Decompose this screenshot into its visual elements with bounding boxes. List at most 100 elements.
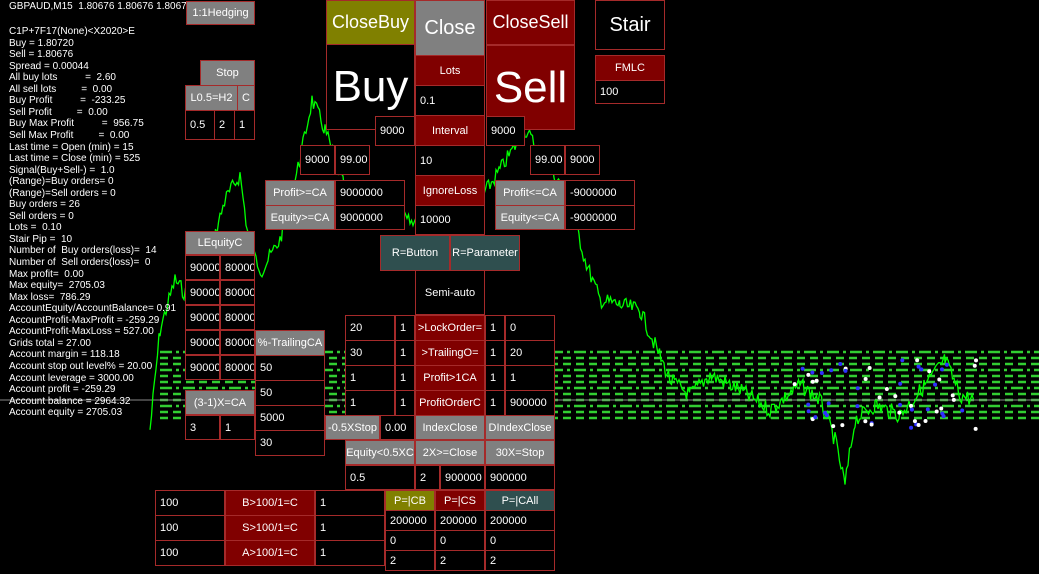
mid-row-input[interactable]: 20 <box>345 315 395 341</box>
lequity-input[interactable]: 90000 <box>185 330 220 355</box>
x31-input[interactable]: 3 <box>185 415 220 440</box>
buy-step-input[interactable]: 99.00 <box>335 145 370 175</box>
sell-step-input[interactable]: 9000 <box>565 145 600 175</box>
l-input[interactable]: 0.5 <box>185 110 215 140</box>
close-sell-button[interactable]: CloseSell <box>486 0 575 45</box>
mid-row-input[interactable]: 1 <box>395 340 415 366</box>
mid-row-button[interactable]: ProfitOrderC <box>415 390 485 416</box>
trailing-button[interactable]: %-TrailingCA <box>255 330 325 356</box>
x31-input[interactable]: 1 <box>220 415 255 440</box>
semi-auto-button[interactable]: Semi-auto <box>415 270 485 315</box>
l05h2-button[interactable]: L0.5=H2 <box>185 85 238 111</box>
x2-close-button[interactable]: 2X>=Close <box>415 440 485 465</box>
mid-row-button[interactable]: >TrailingO= <box>415 340 485 366</box>
equity-ge-input[interactable]: 9000000 <box>335 205 405 230</box>
p-header-button[interactable]: P=|CS <box>435 490 485 511</box>
profit-ge-input[interactable]: 9000000 <box>335 180 405 206</box>
lequity-input[interactable]: 90000 <box>185 255 220 280</box>
p-input[interactable]: 2 <box>435 550 485 571</box>
trailing-input[interactable]: 50 <box>255 355 325 381</box>
p-input[interactable]: 200000 <box>485 510 555 531</box>
hedging-button[interactable]: 1:1Hedging <box>186 1 255 25</box>
l-input[interactable]: 2 <box>214 110 235 140</box>
p-input[interactable]: 2 <box>485 550 555 571</box>
p-input[interactable]: 2 <box>385 550 435 571</box>
sell-button[interactable]: Sell <box>486 45 575 130</box>
fmlc-input[interactable]: 100 <box>595 80 665 104</box>
lequity-input[interactable]: 90000 <box>185 355 220 380</box>
param-input[interactable]: 900000 <box>440 465 485 490</box>
lequity-input[interactable]: 90000 <box>185 305 220 330</box>
trailing-input[interactable]: 30 <box>255 430 325 456</box>
ignore-loss-button[interactable]: IgnoreLoss <box>415 175 485 206</box>
close-rule-input[interactable]: 100 <box>155 540 225 566</box>
half-stop-input[interactable]: 0.00 <box>380 415 415 440</box>
close-rule-button[interactable]: S>100/1=C <box>225 515 315 541</box>
buy-interval-input[interactable]: 9000 <box>375 116 415 146</box>
profit-ge-button[interactable]: Profit>=CA <box>265 180 335 206</box>
mid-row-input[interactable]: 900000 <box>505 390 555 416</box>
mid-row-input[interactable]: 0 <box>505 315 555 341</box>
ignore-loss-input[interactable]: 10000 <box>415 205 485 235</box>
lequity-input[interactable]: 90000 <box>185 280 220 305</box>
lequity-input[interactable]: 80000 <box>220 255 255 280</box>
close-rule-input[interactable]: 100 <box>155 490 225 516</box>
r-parameter-button[interactable]: R=Parameter <box>450 235 520 271</box>
equity-ge-button[interactable]: Equity>=CA <box>265 205 335 230</box>
p-input[interactable]: 0 <box>485 530 555 551</box>
close-rule-input[interactable]: 1 <box>315 540 385 566</box>
p-input[interactable]: 200000 <box>435 510 485 531</box>
mid-row-button[interactable]: >LockOrder= <box>415 315 485 341</box>
close-rule-input[interactable]: 1 <box>315 490 385 516</box>
lequity-input[interactable]: 80000 <box>220 355 255 380</box>
sell-interval-input[interactable]: 9000 <box>486 116 525 146</box>
close-rule-button[interactable]: B>100/1=C <box>225 490 315 516</box>
r-button-button[interactable]: R=Button <box>380 235 450 271</box>
fmlc-button[interactable]: FMLC <box>595 55 665 81</box>
param-input[interactable]: 2 <box>415 465 440 490</box>
lequity-input[interactable]: 80000 <box>220 280 255 305</box>
lequity-button[interactable]: LEquityC <box>185 231 255 255</box>
mid-row-input[interactable]: 20 <box>505 340 555 366</box>
lequity-input[interactable]: 80000 <box>220 305 255 330</box>
profit-le-button[interactable]: Profit<=CA <box>495 180 565 206</box>
mid-row-input[interactable]: 30 <box>345 340 395 366</box>
half-stop-button[interactable]: -0.5XStop <box>325 415 380 440</box>
p-input[interactable]: 0 <box>435 530 485 551</box>
interval-input[interactable]: 10 <box>415 145 485 176</box>
mid-row-input[interactable]: 1 <box>395 365 415 391</box>
mid-row-input[interactable]: 1 <box>485 390 505 416</box>
equity-le-button[interactable]: Equity<=CA <box>495 205 565 230</box>
mid-row-input[interactable]: 1 <box>485 340 505 366</box>
stop-button[interactable]: Stop <box>200 60 255 86</box>
mid-row-input[interactable]: 1 <box>345 390 395 416</box>
mid-row-button[interactable]: Profit>1CA <box>415 365 485 391</box>
p-input[interactable]: 0 <box>385 530 435 551</box>
index-close-button[interactable]: IndexClose <box>415 415 485 440</box>
mid-row-input[interactable]: 1 <box>485 315 505 341</box>
lots-input[interactable]: 0.1 <box>415 85 485 116</box>
p-input[interactable]: 200000 <box>385 510 435 531</box>
dindex-close-button[interactable]: DIndexClose <box>485 415 555 440</box>
x31-button[interactable]: (3-1)X=CA <box>185 390 255 415</box>
mid-row-input[interactable]: 1 <box>505 365 555 391</box>
close-rule-input[interactable]: 100 <box>155 515 225 541</box>
trailing-input[interactable]: 50 <box>255 380 325 406</box>
close-button[interactable]: Close <box>415 0 485 56</box>
mid-row-input[interactable]: 1 <box>395 315 415 341</box>
close-rule-button[interactable]: A>100/1=C <box>225 540 315 566</box>
param-input[interactable]: 900000 <box>485 465 555 490</box>
param-input[interactable]: 0.5 <box>345 465 415 490</box>
x30-stop-button[interactable]: 30X=Stop <box>485 440 555 465</box>
profit-le-input[interactable]: -9000000 <box>565 180 635 206</box>
p-header-button[interactable]: P=|CAll <box>485 490 555 511</box>
equity-le-input[interactable]: -9000000 <box>565 205 635 230</box>
trailing-input[interactable]: 5000 <box>255 405 325 431</box>
c-button[interactable]: C <box>237 85 255 111</box>
close-rule-input[interactable]: 1 <box>315 515 385 541</box>
sell-step-input[interactable]: 99.00 <box>530 145 565 175</box>
buy-step-input[interactable]: 9000 <box>300 145 335 175</box>
l-input[interactable]: 1 <box>234 110 255 140</box>
mid-row-input[interactable]: 1 <box>395 390 415 416</box>
p-header-button[interactable]: P=|CB <box>385 490 435 511</box>
